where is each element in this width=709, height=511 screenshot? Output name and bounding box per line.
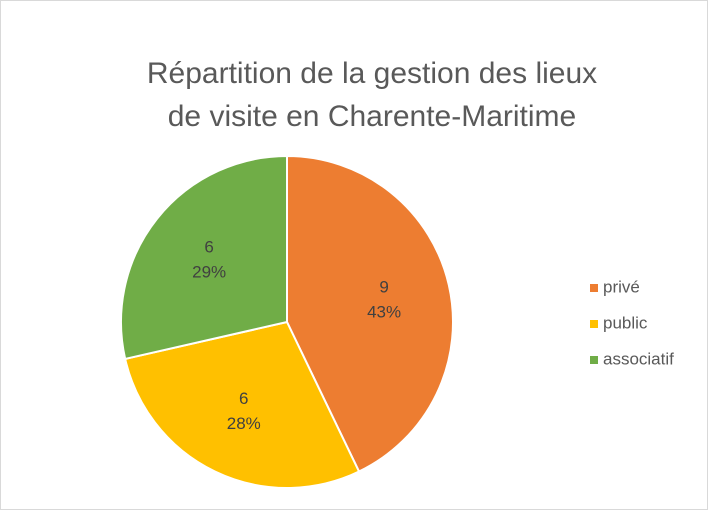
data-label-percent: 28% bbox=[227, 414, 261, 433]
chart-title: de visite en Charente-Maritime bbox=[168, 100, 577, 133]
data-label-value: 9 bbox=[379, 277, 388, 296]
legend-swatch bbox=[590, 320, 598, 328]
pie-slice bbox=[120, 154, 288, 361]
legend-swatch bbox=[590, 284, 598, 292]
legend-label: public bbox=[603, 313, 648, 332]
data-label-percent: 29% bbox=[192, 262, 226, 281]
data-label-value: 6 bbox=[204, 237, 213, 256]
legend-swatch bbox=[590, 356, 598, 364]
data-label-value: 6 bbox=[239, 389, 248, 408]
chart-title: Répartition de la gestion des lieux bbox=[147, 57, 597, 90]
data-label-percent: 43% bbox=[367, 302, 401, 321]
legend-label: associatif bbox=[603, 349, 674, 368]
legend-label: privé bbox=[603, 277, 640, 296]
pie-slice bbox=[286, 154, 454, 473]
pie-slice bbox=[123, 320, 361, 489]
